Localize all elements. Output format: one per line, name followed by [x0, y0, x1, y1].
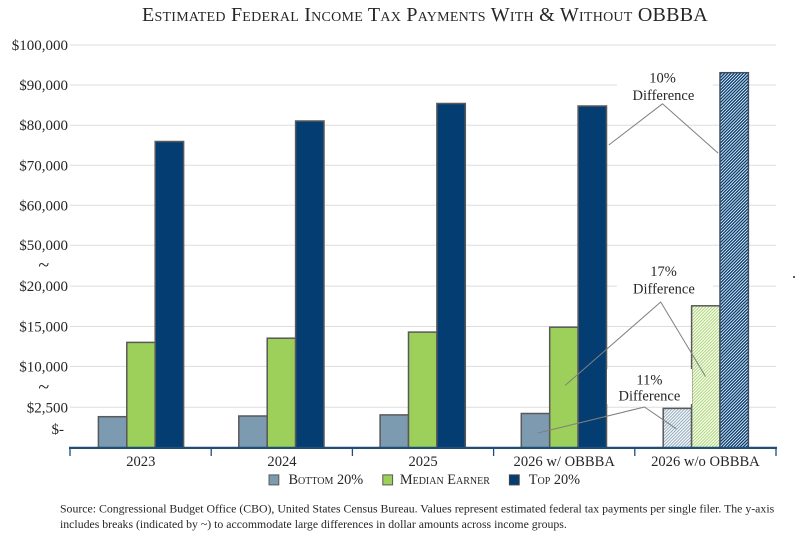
svg-text:Difference: Difference: [619, 389, 681, 405]
svg-text:$-: $-: [52, 422, 65, 438]
svg-text:Source: Congressional Budget O: Source: Congressional Budget Office (CBO…: [60, 502, 775, 516]
svg-text:$50,000: $50,000: [19, 238, 68, 254]
svg-text:Bottom 20%: Bottom 20%: [289, 472, 364, 488]
svg-text:11%: 11%: [636, 373, 662, 389]
svg-text:$100,000: $100,000: [12, 38, 68, 54]
svg-text:10%: 10%: [649, 71, 676, 87]
svg-text:17%: 17%: [650, 264, 677, 280]
svg-text:2023: 2023: [126, 454, 155, 470]
svg-text:$60,000: $60,000: [19, 198, 68, 214]
svg-text:2025: 2025: [409, 454, 438, 470]
svg-text:includes breaks (indicated by: includes breaks (indicated by ~) to acco…: [60, 517, 567, 531]
svg-text:Top 20%: Top 20%: [529, 472, 580, 488]
svg-text:2026 w/ OBBBA: 2026 w/ OBBBA: [514, 454, 616, 470]
svg-text:$2,500: $2,500: [27, 400, 68, 416]
svg-text:$80,000: $80,000: [19, 118, 68, 134]
svg-text:2026 w/o OBBBA: 2026 w/o OBBBA: [651, 454, 760, 470]
svg-text:2024: 2024: [267, 454, 297, 470]
svg-text:Median Earner: Median Earner: [400, 472, 490, 488]
svg-text:Difference: Difference: [633, 282, 695, 298]
svg-text:~: ~: [38, 376, 49, 398]
svg-text:$15,000: $15,000: [19, 320, 68, 336]
svg-text:$70,000: $70,000: [19, 158, 68, 174]
svg-text:Estimated Federal Income Tax P: Estimated Federal Income Tax Payments Wi…: [142, 4, 708, 26]
svg-text:$20,000: $20,000: [19, 279, 68, 295]
svg-text:Difference: Difference: [633, 88, 695, 104]
svg-text:~: ~: [38, 255, 49, 277]
svg-text:$90,000: $90,000: [19, 78, 68, 94]
svg-text:$10,000: $10,000: [19, 359, 68, 375]
